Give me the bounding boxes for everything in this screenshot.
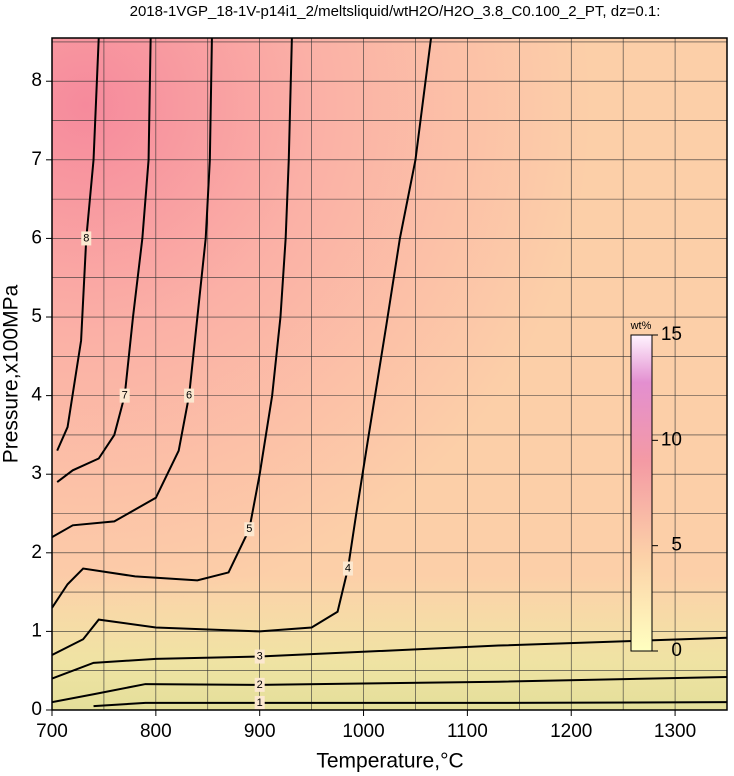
colorbar-tick-label: 5 — [671, 535, 682, 556]
contour-label: 3 — [257, 650, 263, 662]
contour-line — [52, 675, 727, 704]
x-tick-label: 1300 — [654, 721, 696, 742]
colorbar-tick-label: 0 — [671, 640, 682, 661]
contour-label-bg — [244, 522, 255, 537]
x-tick-label: 1100 — [447, 721, 488, 742]
grid — [52, 38, 727, 710]
contour-label-bg — [254, 695, 265, 710]
y-tick-label: 8 — [31, 70, 42, 91]
contour-label-bg — [254, 677, 265, 692]
contour-label: 7 — [122, 390, 128, 402]
y-tick-label: 7 — [31, 149, 42, 170]
contours: 1 2 3 4 5 6 7 8 — [52, 38, 727, 710]
background — [52, 38, 727, 710]
contour-label: 5 — [246, 523, 252, 535]
contour-label-bg — [184, 388, 195, 403]
contour-label: 8 — [83, 232, 89, 244]
y-tick-label: 5 — [31, 306, 42, 327]
colorbar-label: wt% — [630, 320, 652, 332]
frame — [51, 37, 728, 711]
y-tick-label: 3 — [31, 463, 42, 484]
contour-line — [52, 636, 727, 680]
y-tick-label: 6 — [31, 227, 42, 248]
x-tick-label: 1000 — [342, 721, 384, 742]
x-tick-label: 800 — [140, 721, 172, 742]
chart-title: 2018-1VGP_18-1V-p14i1_2/meltsliquid/wtH2… — [130, 3, 661, 20]
y-tick-label: 4 — [31, 385, 42, 406]
contour-label: 6 — [186, 390, 192, 402]
contour-label: 2 — [257, 679, 263, 691]
colorbar-tick-label: 15 — [661, 324, 682, 345]
colorbar-tick-label: 10 — [661, 429, 682, 450]
contour-label-bg — [254, 649, 265, 664]
contour-label: 4 — [345, 562, 351, 574]
x-axis-label: Temperature,°C — [316, 750, 463, 773]
contour-label-bg — [81, 231, 92, 246]
contour-label-bg — [342, 561, 353, 576]
x-tick-label: 900 — [244, 721, 276, 742]
colorbar — [630, 334, 653, 652]
contour-line — [52, 38, 213, 538]
x-tick-label: 1200 — [550, 721, 592, 742]
contour-line — [52, 38, 433, 656]
contour-label: 1 — [257, 697, 263, 709]
contour-label-bg — [119, 388, 130, 403]
y-tick-label: 2 — [31, 542, 42, 563]
contour-line — [56, 38, 100, 452]
y-tick-label: 1 — [31, 620, 42, 641]
x-tick-label: 700 — [36, 721, 68, 742]
y-axis-label: Pressure,x100MPa — [0, 284, 23, 463]
y-tick-label: 0 — [31, 699, 42, 720]
